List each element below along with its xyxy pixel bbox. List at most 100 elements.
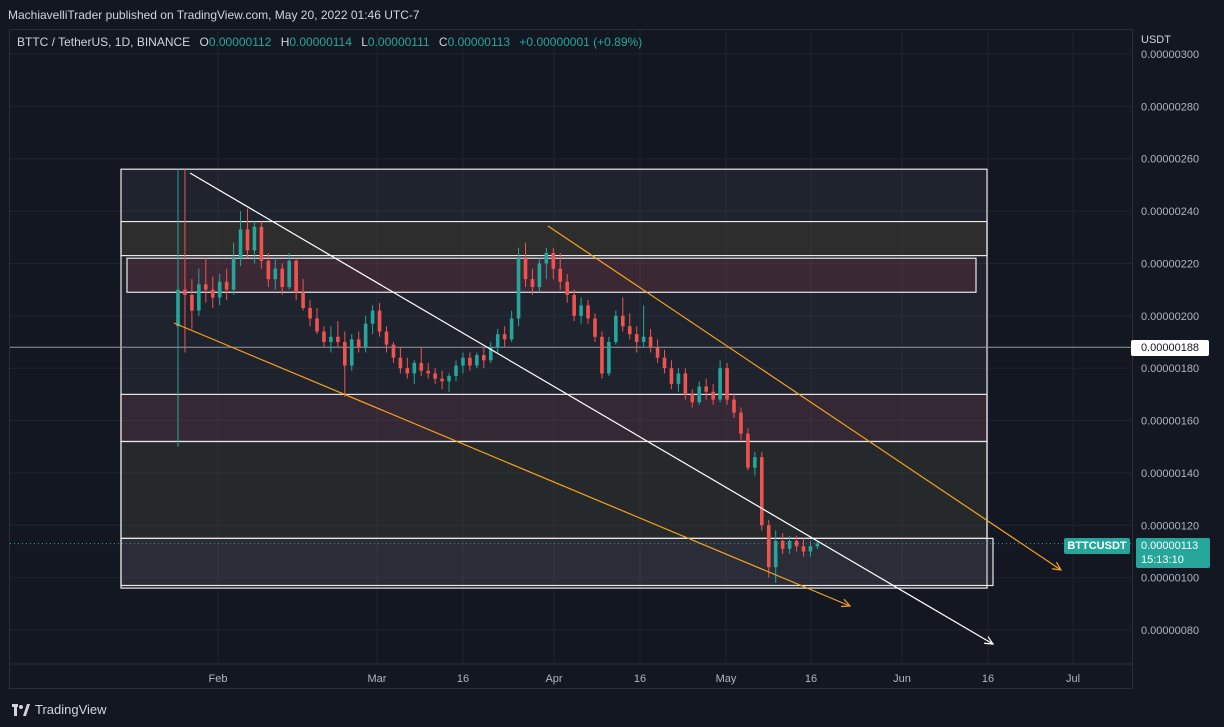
candle-body	[773, 540, 778, 568]
candle-body	[537, 263, 542, 288]
candle-body	[565, 281, 569, 295]
candle-body	[704, 386, 708, 392]
symbol-info[interactable]: BTTC / TetherUS, 1D, BINANCE	[17, 35, 191, 49]
candle-body	[697, 386, 702, 403]
close-label: C	[438, 35, 448, 49]
candle-body	[711, 391, 715, 400]
candle-body	[753, 457, 757, 468]
candle-body	[190, 294, 194, 311]
candlesticks	[176, 169, 820, 583]
high-label: H	[280, 35, 290, 49]
brand-name: TradingView	[35, 702, 107, 717]
candle-body	[308, 307, 312, 319]
candle-body	[551, 252, 556, 269]
time-tick-label: Mar	[368, 673, 387, 685]
close-value: 0.00000113	[447, 35, 511, 49]
candle-body	[217, 281, 222, 298]
candle-body	[627, 326, 632, 335]
time-tick-label: 16	[982, 673, 994, 685]
candle-body	[468, 357, 472, 366]
candle-body	[544, 252, 549, 264]
publish-header	[0, 0, 1224, 30]
candle-body	[363, 323, 368, 348]
candle-body	[391, 344, 396, 358]
price-axis: 0.00000300 0.00000280 0.00000260 0.00000240…	[1141, 49, 1199, 637]
candle-body	[607, 342, 611, 374]
time-tick-label: Feb	[209, 673, 228, 685]
descending-trendline-white-arrowhead	[983, 636, 995, 645]
upper-channel-line-orange	[547, 225, 1062, 571]
time-tick-label: 16	[805, 673, 817, 685]
candle-body	[280, 268, 285, 288]
candle-body	[197, 284, 201, 311]
candle-body	[329, 336, 333, 342]
open-label: O	[199, 35, 209, 49]
price-tick-label: 0.00000260	[1141, 154, 1199, 166]
low-value: 0.00000111	[367, 35, 430, 49]
candle-body	[245, 229, 250, 251]
candle-body	[530, 279, 535, 288]
candle-body	[301, 292, 305, 308]
candle-body	[669, 368, 674, 384]
candle-body	[461, 357, 465, 366]
tradingview-icon	[12, 703, 30, 716]
candle-body	[794, 540, 799, 547]
candle-body	[732, 399, 736, 413]
ohlc-legend: BTTC / TetherUS, 1D, BINANCE O0.00000112…	[17, 35, 642, 49]
chart-pane[interactable]	[9, 29, 1133, 689]
price-tick-label: 0.00000120	[1141, 520, 1199, 532]
candle-body	[593, 318, 597, 337]
candle-body	[523, 258, 528, 280]
price-tick-label: 0.00000280	[1141, 101, 1199, 113]
lower-channel-line-orange-arrowhead	[840, 598, 852, 608]
candle-body	[718, 368, 722, 400]
candle-body	[419, 362, 424, 371]
upper-channel-line-orange-arrowhead	[1052, 561, 1063, 571]
axis-currency-label[interactable]: USDT	[1141, 34, 1171, 46]
price-tick-label: 0.00000220	[1141, 258, 1199, 270]
time-axis: Feb Mar 16 Apr 16 May 16 Jun 16 Jul	[209, 673, 1081, 685]
candle-body	[349, 339, 354, 366]
candle-body	[412, 362, 417, 374]
low-label: L	[361, 35, 368, 49]
trendlines	[173, 172, 1063, 645]
candle-body	[488, 347, 493, 361]
candle-body	[377, 310, 382, 332]
tradingview-logo[interactable]: TradingView	[12, 702, 107, 717]
candle-body	[176, 289, 180, 327]
time-tick-label: 16	[457, 673, 469, 685]
candle-body	[384, 331, 389, 345]
footer	[0, 690, 1224, 727]
candle-body	[287, 260, 291, 288]
candle-body	[676, 373, 681, 384]
candle-body	[343, 342, 347, 366]
price-tick-label: 0.00000300	[1141, 49, 1199, 61]
publish-info: MachiavelliTrader published on TradingVi…	[8, 8, 420, 22]
candle-body	[231, 258, 236, 290]
candle-body	[655, 347, 660, 358]
candle-body	[252, 226, 257, 251]
candle-body	[183, 289, 187, 295]
bar-countdown: 15:13:10	[1141, 554, 1184, 566]
candle-body	[502, 334, 507, 340]
open-value: 0.00000112	[208, 35, 272, 49]
candle-body	[815, 543, 820, 547]
candle-body	[648, 336, 653, 348]
zone-outer-range	[120, 168, 988, 589]
price-tick-label: 0.00000160	[1141, 416, 1199, 428]
candle-body	[440, 378, 444, 382]
candle-body	[760, 457, 764, 526]
candle-body	[273, 268, 278, 280]
descending-trendline-white	[189, 172, 994, 645]
price-tick-label: 0.00000180	[1141, 363, 1199, 375]
candle-body	[808, 546, 813, 552]
candle-body	[210, 289, 215, 298]
candle-body	[641, 336, 646, 342]
last-price-value: 0.00000113	[1141, 540, 1199, 552]
lower-channel-line-orange	[173, 322, 851, 607]
candle-body	[294, 260, 298, 293]
candle-body	[801, 546, 806, 552]
zone-upper-resistance	[120, 220, 988, 257]
candle-body	[315, 318, 319, 332]
